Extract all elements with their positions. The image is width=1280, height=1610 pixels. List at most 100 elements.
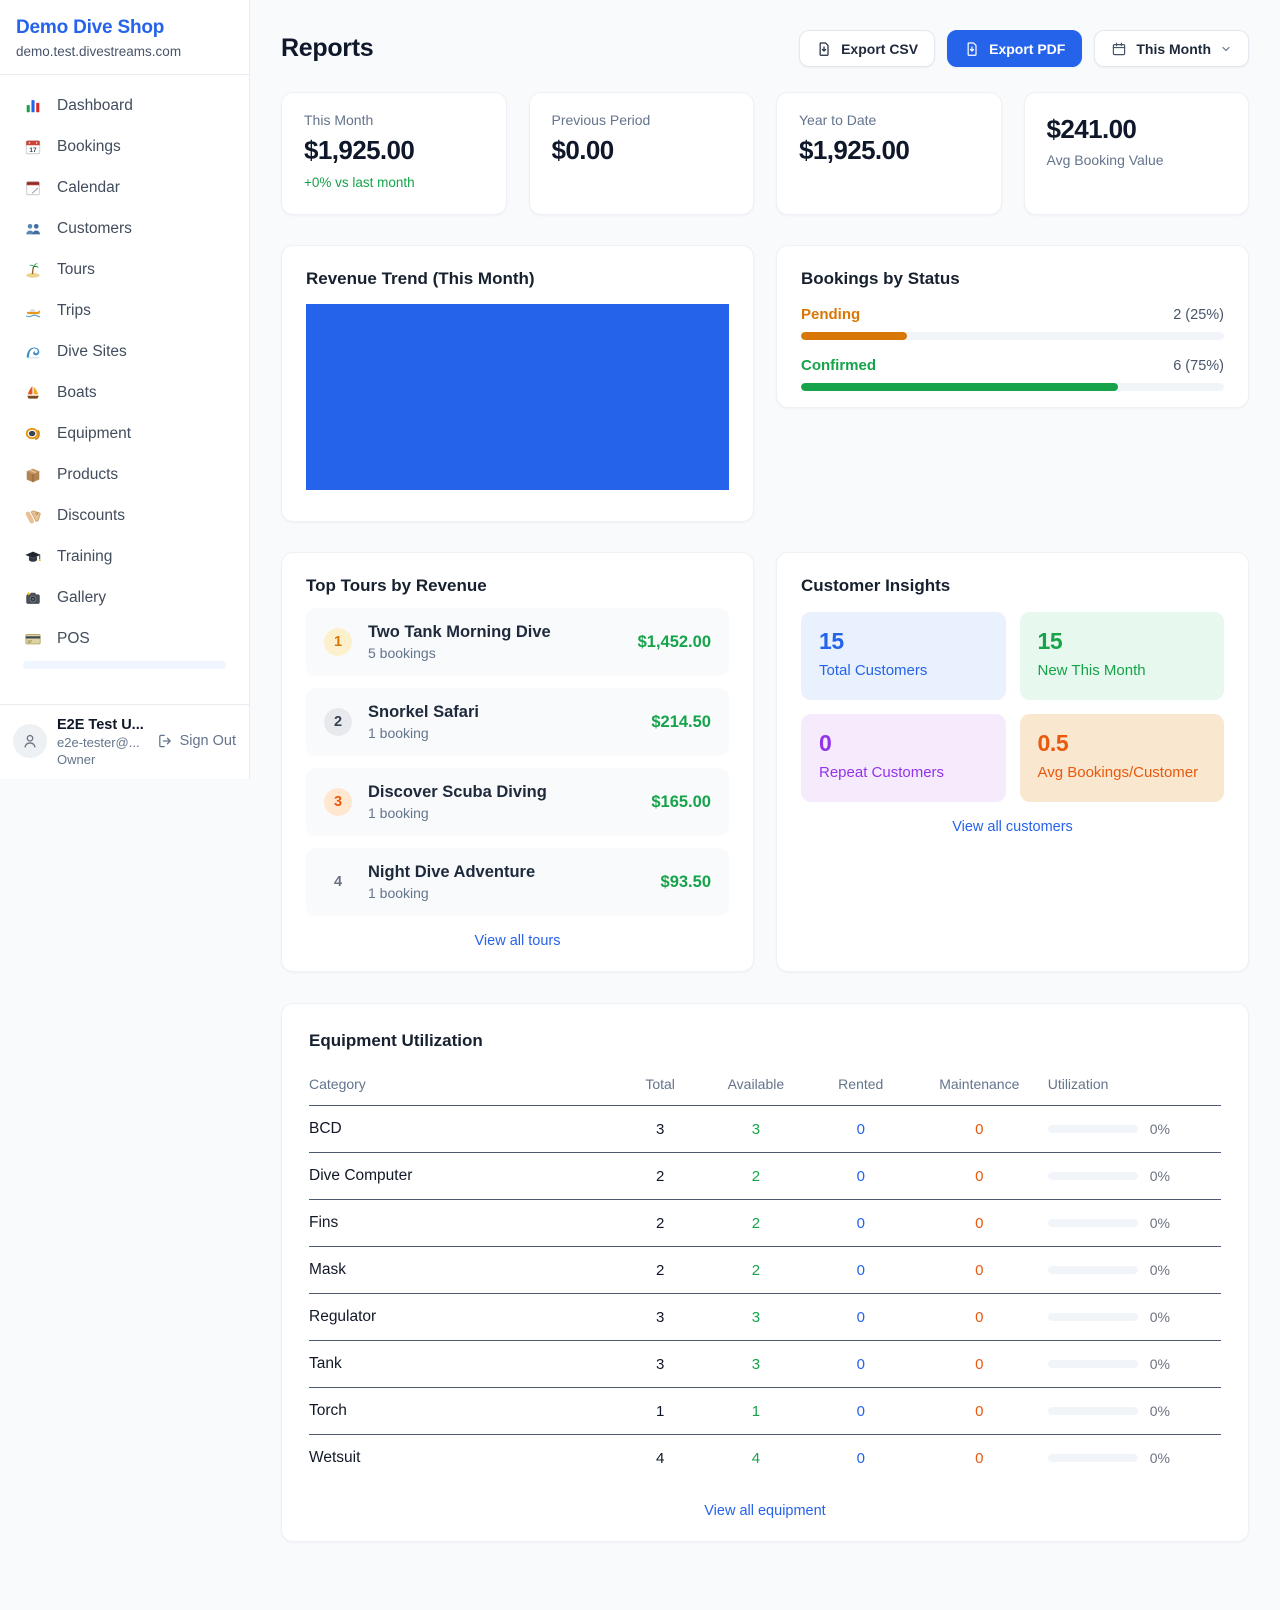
status-bar-fill — [801, 383, 1119, 391]
tour-amount: $214.50 — [651, 712, 711, 731]
table-row: BCD 3 3 0 0 0% — [309, 1105, 1221, 1153]
sidebar-item-trips[interactable]: Trips — [10, 292, 239, 330]
sidebar-item-gallery[interactable]: Gallery — [10, 579, 239, 617]
pos-icon — [23, 629, 43, 649]
period-selector[interactable]: This Month — [1094, 30, 1249, 67]
charts-row: Revenue Trend (This Month) Bookings by S… — [281, 245, 1249, 522]
sidebar-item-calendar[interactable]: Calendar — [10, 169, 239, 207]
sidebar-item-label: Trips — [57, 302, 91, 319]
sidebar-item-dashboard[interactable]: Dashboard — [10, 87, 239, 125]
status-row-pending: Pending 2 (25%) — [801, 306, 1224, 340]
sign-out-button[interactable]: Sign Out — [157, 733, 236, 749]
cell-rented: 0 — [810, 1340, 911, 1388]
view-all-equipment-link[interactable]: View all equipment — [704, 1503, 826, 1519]
rank-badge: 4 — [333, 874, 343, 890]
status-count: 2 (25%) — [1173, 307, 1224, 323]
sidebar-item-dive-sites[interactable]: Dive Sites — [10, 333, 239, 371]
revenue-trend-card: Revenue Trend (This Month) — [281, 245, 754, 522]
tour-amount: $1,452.00 — [637, 632, 711, 651]
sidebar-item-customers[interactable]: Customers — [10, 210, 239, 248]
cell-total: 3 — [619, 1105, 702, 1153]
export-pdf-button[interactable]: Export PDF — [947, 30, 1083, 67]
equipment-utilization-title: Equipment Utilization — [309, 1031, 483, 1050]
main-content: Reports Export CSV Export PDF This Month… — [250, 0, 1280, 1542]
cell-category: Wetsuit — [309, 1449, 361, 1466]
sidebar-user-footer: E2E Test U... e2e-tester@... Owner Sign … — [0, 704, 249, 779]
sidebar-item-tours[interactable]: Tours — [10, 251, 239, 289]
tile-new-this-month: 15 New This Month — [1019, 612, 1224, 700]
tile-label: Repeat Customers — [819, 764, 945, 781]
cell-maintenance: 0 — [910, 1246, 1048, 1294]
sign-out-label: Sign Out — [179, 733, 236, 749]
stat-label: This Month — [304, 112, 374, 128]
stat-card-this-month: This Month $1,925.00 +0% vs last month — [281, 92, 507, 215]
equipment-icon — [23, 424, 43, 444]
sidebar-item-label: Tours — [57, 261, 95, 278]
utilization-percent: 0% — [1149, 1450, 1170, 1466]
export-csv-button[interactable]: Export CSV — [799, 30, 936, 67]
dive-sites-icon — [23, 342, 43, 362]
sidebar-item-pos[interactable]: POS — [10, 620, 239, 658]
status-bar-fill — [801, 332, 907, 340]
sidebar-item-boats[interactable]: Boats — [10, 374, 239, 412]
utilization-percent: 0% — [1149, 1309, 1170, 1325]
sidebar-item-label: Products — [57, 466, 119, 483]
bookings-by-status-card: Bookings by Status Pending 2 (25%) Confi… — [776, 245, 1249, 408]
cell-total: 4 — [655, 1449, 665, 1467]
sidebar-item-products[interactable]: Products — [10, 456, 239, 494]
utilization-bar-track — [1047, 1172, 1138, 1180]
sidebar-item-equipment[interactable]: Equipment — [10, 415, 239, 453]
sidebar-item-bookings[interactable]: 17 Bookings — [10, 128, 239, 166]
customers-icon — [23, 219, 43, 239]
shop-domain: demo.test.divestreams.com — [16, 44, 182, 59]
stat-cards-row: This Month $1,925.00 +0% vs last month P… — [281, 92, 1249, 215]
tile-value: 15 — [819, 628, 844, 654]
brand-block: Demo Dive Shop demo.test.divestreams.com — [0, 0, 249, 75]
tour-row: 2 Snorkel Safari 1 booking $214.50 — [306, 688, 729, 756]
view-all-tours-link[interactable]: View all tours — [474, 933, 561, 949]
bookings-icon: 17 — [23, 137, 43, 157]
cell-rented: 0 — [810, 1387, 911, 1435]
calendar-outline-icon — [1113, 42, 1126, 55]
insights-row: Top Tours by Revenue 1 Two Tank Morning … — [281, 552, 1249, 972]
utilization-bar-track — [1047, 1125, 1138, 1133]
utilization-bar-track — [1047, 1454, 1138, 1462]
cell-maintenance: 0 — [910, 1387, 1048, 1435]
tile-avg-bookings-customer: 0.5 Avg Bookings/Customer — [1019, 714, 1224, 802]
cell-rented: 0 — [810, 1293, 911, 1341]
cell-available: 3 — [701, 1105, 811, 1153]
view-all-customers-link[interactable]: View all customers — [952, 819, 1073, 835]
tours-icon — [23, 260, 43, 280]
tour-name: Snorkel Safari — [368, 703, 479, 721]
cell-maintenance: 0 — [910, 1152, 1048, 1200]
utilization-percent: 0% — [1149, 1121, 1170, 1137]
cell-category: Mask — [309, 1246, 620, 1294]
dashboard-icon — [23, 96, 43, 116]
sidebar-item-reports-partial[interactable] — [23, 661, 226, 669]
sidebar-item-discounts[interactable]: Discounts — [10, 497, 239, 535]
rank-badge: 3 — [324, 788, 352, 816]
stat-value: $0.00 — [551, 135, 615, 165]
cell-total: 3 — [619, 1340, 702, 1388]
cell-category: Tank — [309, 1340, 620, 1388]
training-icon — [23, 547, 43, 567]
cell-total: 2 — [619, 1152, 702, 1200]
stat-card-previous-period: Previous Period $0.00 — [528, 92, 754, 215]
tour-bookings: 1 booking — [368, 725, 429, 741]
status-bar-track — [801, 332, 1224, 340]
table-row: Fins 2 2 0 0 0% — [309, 1199, 1221, 1247]
utilization-bar-track — [1047, 1313, 1138, 1321]
sidebar-item-training[interactable]: Training — [10, 538, 239, 576]
stat-label: Previous Period — [551, 112, 651, 128]
equipment-utilization-card: Equipment Utilization Category Total Ava… — [281, 1003, 1249, 1542]
gallery-icon — [23, 588, 43, 608]
sidebar-item-label: Discounts — [57, 507, 126, 524]
sidebar-item-label: Calendar — [57, 179, 120, 196]
revenue-trend-bar — [306, 304, 729, 490]
cell-available: 1 — [701, 1387, 811, 1435]
sidebar-item-label: POS — [57, 630, 90, 647]
cell-total: 2 — [619, 1199, 702, 1247]
stat-value: $1,925.00 — [304, 135, 415, 165]
sidebar-item-label: Training — [57, 548, 113, 565]
chevron-down-icon — [1222, 46, 1230, 51]
